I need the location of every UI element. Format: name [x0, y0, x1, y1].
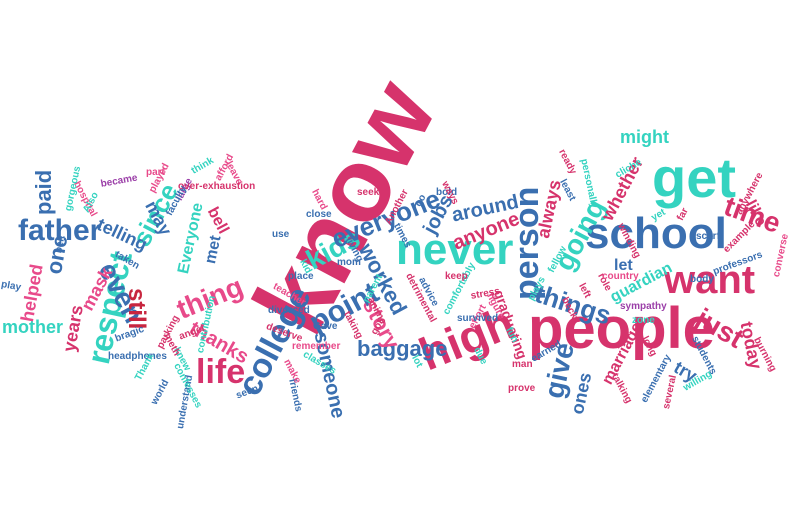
word-remember: remember	[292, 341, 341, 352]
word-met: met	[202, 233, 225, 266]
word-Everyone: Everyone	[175, 201, 207, 276]
word-want: want	[664, 258, 756, 302]
word-divorced: divorced	[268, 305, 310, 316]
word-father: father	[18, 214, 102, 247]
word-baggage: baggage	[357, 336, 448, 361]
word-people: people	[528, 296, 715, 361]
word-sympathy: sympathy	[620, 301, 667, 312]
word-man: man	[512, 359, 533, 370]
word-zone: zone	[632, 315, 655, 326]
word-place: place	[288, 271, 314, 282]
word-never: never	[396, 225, 514, 274]
word-play: play	[0, 279, 22, 294]
word-let: let	[614, 257, 633, 274]
word-bell: bell	[203, 204, 232, 237]
word-scarf: scarf	[696, 231, 720, 242]
word-several: several	[661, 374, 679, 411]
word-converse: converse	[771, 232, 791, 279]
word-paid: paid	[31, 169, 56, 215]
word-use: use	[272, 229, 290, 240]
word-Gave: Gave	[313, 321, 338, 332]
word-headphones: headphones	[108, 351, 167, 362]
word-mother: mother	[2, 317, 64, 337]
word-life: life	[196, 353, 246, 391]
word-think: think	[189, 155, 216, 177]
word-survived: survived	[457, 313, 499, 324]
word-helped: helped	[17, 262, 47, 324]
word-still: still	[123, 288, 150, 330]
word-mom: mom	[337, 257, 361, 268]
word-became: became	[99, 172, 139, 190]
word-body: body	[690, 274, 714, 285]
word-make: make	[281, 357, 303, 386]
word-school: school	[585, 209, 727, 258]
word-talking: talking	[609, 371, 635, 406]
word-might: might	[620, 127, 669, 147]
word-over-exhaustion: over-exhaustion	[178, 181, 256, 192]
word-get: get	[652, 146, 736, 209]
word-seek: seek	[357, 187, 380, 198]
word-bold: bold	[436, 187, 458, 198]
word-ready: ready	[556, 147, 579, 177]
word-prove: prove	[508, 383, 536, 394]
word-keep: keep	[445, 271, 468, 282]
word-close: close	[306, 209, 332, 220]
word-world: world	[149, 377, 172, 407]
word-country: country	[602, 271, 639, 282]
word-part: part	[146, 167, 165, 178]
